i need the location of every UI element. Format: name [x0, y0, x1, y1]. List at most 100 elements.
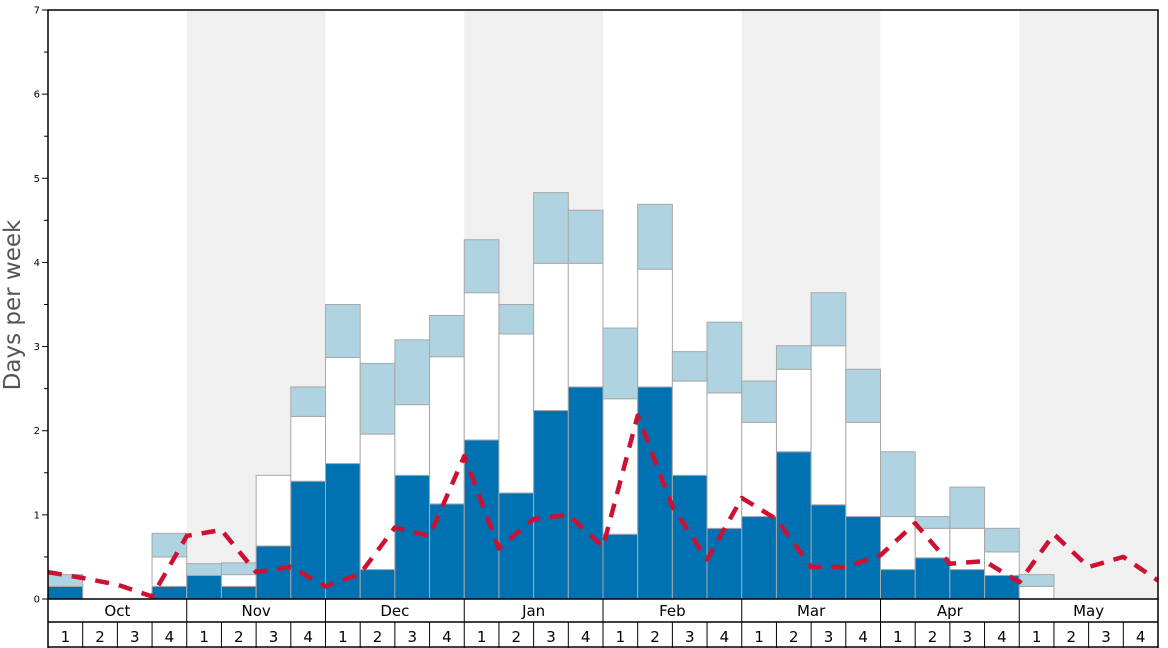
bar-segment [151, 556, 188, 587]
bar-segment [359, 362, 396, 435]
y-axis-label: Days per week [0, 219, 26, 390]
bar-segment [325, 357, 361, 465]
week-label: 2 [95, 628, 105, 646]
bar-segment [880, 516, 916, 571]
week-label: 4 [165, 628, 175, 646]
week-label: 1 [1032, 628, 1042, 646]
bar-segment [533, 410, 569, 600]
month-label-feb: Feb [659, 602, 686, 620]
week-label: 4 [442, 628, 452, 646]
week-label: 3 [130, 628, 140, 646]
month-label-oct: Oct [104, 602, 130, 620]
month-label-dec: Dec [380, 602, 409, 620]
bar-segment [880, 451, 916, 518]
bar-segment [775, 368, 812, 453]
bar-segment [949, 569, 986, 600]
bar-segment [602, 533, 639, 600]
bar-segment [567, 386, 604, 600]
week-label: 3 [407, 628, 417, 646]
bar-segment [394, 474, 431, 600]
month-label-apr: Apr [937, 602, 964, 620]
bar-segment [741, 516, 777, 600]
bar-segment [637, 268, 673, 388]
month-band-may [1019, 10, 1158, 599]
week-label: 3 [1101, 628, 1111, 646]
y-tick-label: 0 [34, 595, 40, 606]
week-label: 2 [789, 628, 799, 646]
week-label: 4 [581, 628, 591, 646]
week-label: 2 [373, 628, 383, 646]
bar-segment [498, 333, 535, 494]
y-tick-label: 2 [34, 426, 40, 437]
week-label: 2 [234, 628, 244, 646]
week-label: 2 [650, 628, 660, 646]
bar-segment [602, 398, 639, 535]
y-tick-label: 7 [34, 6, 40, 17]
week-label: 4 [720, 628, 730, 646]
bar-segment [567, 209, 604, 264]
bar-segment [429, 503, 465, 600]
bar-segment [706, 321, 743, 394]
trend-line [47, 413, 1160, 599]
bar-segment [1018, 574, 1055, 587]
week-label: 4 [997, 628, 1007, 646]
month-label-may: May [1073, 602, 1104, 620]
week-label: 2 [928, 628, 938, 646]
bar-segment [290, 480, 326, 600]
y-tick-label: 3 [34, 342, 40, 353]
week-label: 1 [893, 628, 903, 646]
week-label: 1 [477, 628, 487, 646]
week-label: 4 [858, 628, 868, 646]
y-tick-label: 1 [34, 510, 40, 521]
week-label: 3 [269, 628, 279, 646]
week-label: 1 [61, 628, 71, 646]
bar-segment [533, 262, 569, 412]
bar-segment [567, 262, 604, 388]
bar-segment [810, 504, 847, 600]
bar-segment [394, 404, 431, 476]
bar-segment [533, 192, 569, 264]
week-label: 1 [616, 628, 626, 646]
y-tick-label: 4 [34, 258, 40, 269]
y-axis: 0 1 2 3 4 5 6 7 [34, 6, 48, 606]
bar-segment [359, 569, 396, 600]
bar-segment [984, 527, 1020, 553]
bar-segment [220, 585, 257, 600]
week-label: 3 [546, 628, 556, 646]
month-label-jan: Jan [521, 602, 545, 620]
week-label: 4 [1136, 628, 1146, 646]
month-label-nov: Nov [241, 602, 270, 620]
bar-segment [810, 345, 847, 506]
bar-segment [47, 585, 84, 600]
week-label: 2 [512, 628, 522, 646]
bar-segment [186, 563, 222, 576]
bar-segment [845, 421, 881, 518]
plot-frame [47, 9, 1159, 600]
bar-segment [741, 380, 777, 423]
week-label: 1 [338, 628, 348, 646]
bar-segment [775, 345, 812, 370]
week-label: 2 [1067, 628, 1077, 646]
y-tick-label: 6 [34, 90, 40, 101]
month-label-mar: Mar [797, 602, 826, 620]
bar-segment [706, 527, 743, 600]
bar-segment [671, 474, 708, 600]
bar-segment [498, 492, 535, 600]
bars-layer [47, 192, 1055, 600]
week-label: 3 [824, 628, 834, 646]
bar-segment [186, 574, 222, 600]
bar-segment [671, 351, 708, 382]
bar-segment [151, 532, 188, 558]
bar-segment [255, 474, 292, 547]
bar-segment [220, 562, 257, 576]
bar-segment [845, 516, 881, 600]
bar-segment [498, 304, 535, 335]
bar-segment [810, 292, 847, 347]
bar-segment [151, 585, 188, 600]
bar-segment [290, 415, 326, 482]
bar-segment [290, 386, 326, 417]
week-label: 3 [962, 628, 972, 646]
bar-segment [394, 339, 431, 406]
bar-segment [429, 356, 465, 505]
